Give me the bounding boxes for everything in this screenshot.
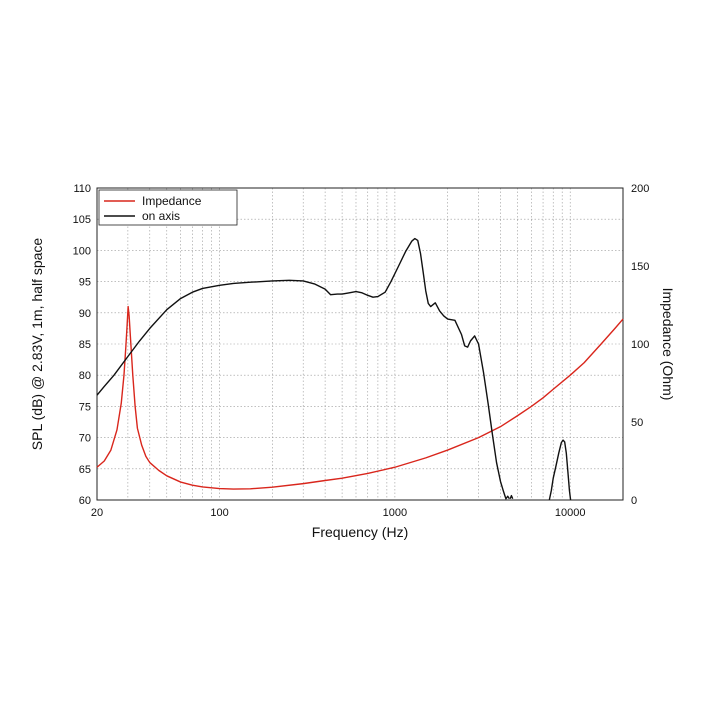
legend-box	[98, 189, 238, 226]
x-tick-label: 100	[210, 507, 228, 519]
plot-frame	[96, 187, 624, 501]
y-left-tick-label: 110	[73, 183, 91, 195]
y-right-tick-label: 0	[631, 495, 637, 507]
legend: Impedance on axis	[98, 189, 238, 226]
y-left-tick-label: 80	[79, 370, 91, 382]
grid	[97, 188, 623, 500]
y-left-tick-label: 105	[73, 214, 91, 226]
y-left-tick-label: 60	[79, 495, 91, 507]
x-tick-label: 10000	[555, 507, 586, 519]
y-right-tick-label: 100	[631, 339, 649, 351]
y-left-tick-label: 65	[79, 464, 91, 476]
legend-label-on-axis: on axis	[142, 209, 180, 223]
ticks: 60 65 70 75 80 85 90 95 100 105 110 0 50 100 150 200 20 1…	[73, 183, 650, 519]
series-layer	[96, 237, 624, 501]
y-axis-right-label: Impedance (Ohm)	[660, 288, 676, 401]
x-axis-label: Frequency (Hz)	[312, 524, 408, 540]
series-line-on-axis	[96, 237, 510, 500]
y-right-tick-label: 150	[631, 261, 649, 273]
y-left-tick-label: 70	[79, 433, 91, 445]
y-left-tick-label: 95	[79, 277, 91, 289]
x-tick-label: 1000	[383, 507, 407, 519]
y-left-tick-label: 90	[79, 308, 91, 320]
x-tick-label: 20	[91, 507, 103, 519]
series-line-on-axis-segment-2	[509, 494, 514, 500]
legend-label-impedance: Impedance	[142, 194, 202, 208]
series-line-on-axis-segment-3	[548, 439, 572, 501]
series-line-impedance	[96, 305, 624, 490]
y-left-tick-label: 100	[73, 245, 91, 257]
y-axis-left-label: SPL (dB) @ 2.83V, 1m, half space	[29, 238, 45, 451]
y-right-tick-label: 50	[631, 417, 643, 429]
y-right-tick-label: 200	[631, 183, 649, 195]
y-left-tick-label: 85	[79, 339, 91, 351]
y-left-tick-label: 75	[79, 401, 91, 413]
